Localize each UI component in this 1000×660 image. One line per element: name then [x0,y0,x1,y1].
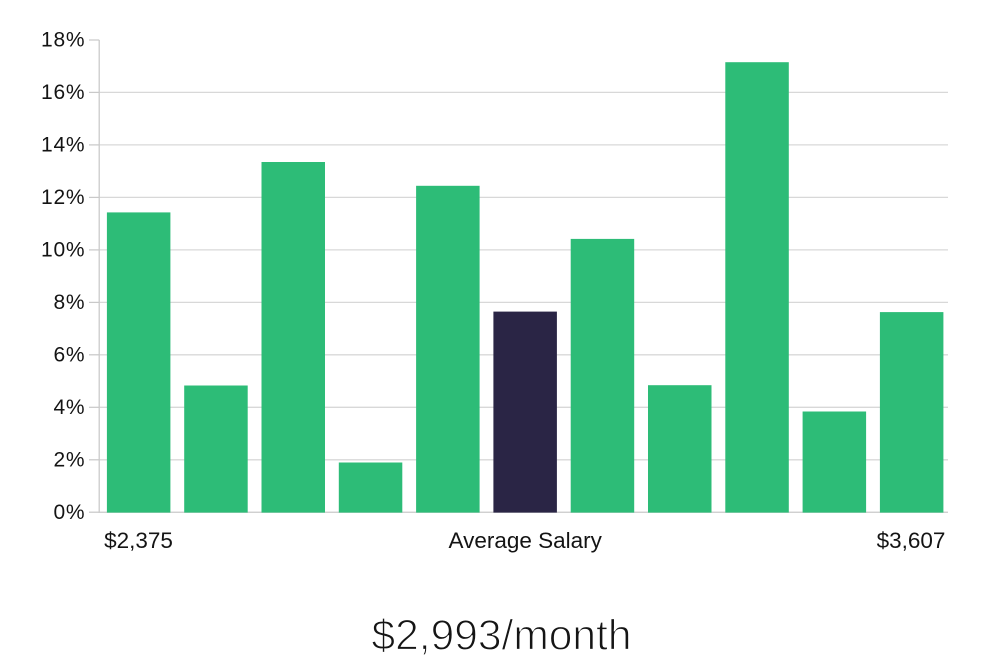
svg-text:16%: 16% [41,81,85,104]
svg-text:$2,993/month: $2,993/month [372,612,632,659]
svg-text:0%: 0% [53,501,85,524]
svg-text:$3,607: $3,607 [877,528,946,553]
svg-text:Average Salary: Average Salary [448,528,602,553]
svg-text:10%: 10% [41,239,85,262]
svg-text:18%: 18% [41,29,85,52]
svg-text:4%: 4% [53,396,85,419]
svg-text:12%: 12% [41,186,85,209]
svg-text:6%: 6% [53,344,85,367]
svg-text:$2,375: $2,375 [104,528,173,553]
svg-text:2%: 2% [53,449,85,472]
svg-text:8%: 8% [53,291,85,314]
svg-text:14%: 14% [41,134,85,157]
